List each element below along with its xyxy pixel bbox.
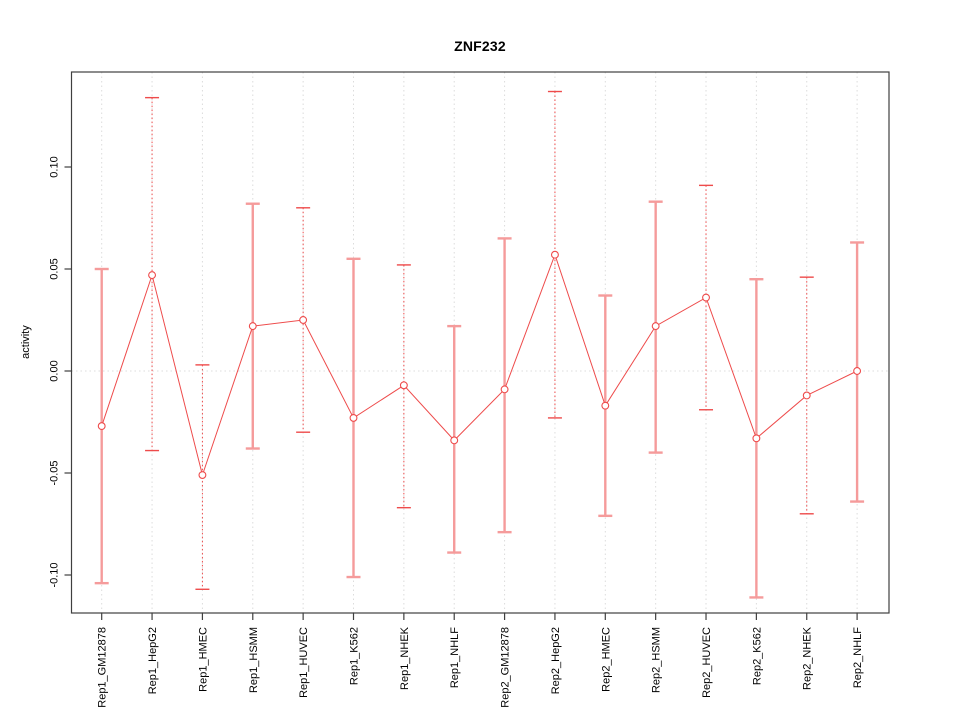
data-point-marker	[601, 401, 610, 410]
y-tick-label: 0.00	[49, 360, 61, 381]
x-tick-label: Rep2_HMEC	[600, 627, 612, 692]
x-tick-label: Rep1_HUVEC	[298, 627, 310, 698]
x-tick-label: Rep2_NHLF	[852, 627, 864, 688]
x-tick-label: Rep2_HUVEC	[701, 627, 713, 698]
x-tick-label: Rep2_HepG2	[550, 627, 562, 694]
data-point-marker	[299, 316, 308, 324]
series-line	[101, 253, 858, 477]
y-tick-label: 0.05	[49, 258, 61, 279]
x-tick-label: Rep1_GM12878	[97, 627, 109, 708]
data-point-marker	[97, 422, 106, 431]
data-point-marker	[853, 367, 862, 375]
data-point-marker	[702, 293, 710, 302]
data-point-marker	[802, 391, 811, 400]
x-tick-label: Rep1_K562	[349, 627, 361, 685]
data-point-marker	[500, 385, 509, 394]
x-tick-label: Rep2_K562	[751, 627, 763, 685]
data-point-marker	[248, 322, 257, 331]
data-point-marker	[752, 434, 761, 443]
x-tick-label: Rep1_HSMM	[248, 627, 260, 693]
x-tick-label: Rep2_GM12878	[500, 627, 512, 708]
y-tick-label: 0.10	[49, 156, 61, 177]
data-point-marker	[349, 413, 358, 422]
plot-border	[70, 71, 890, 614]
x-tick-label: Rep1_HMEC	[197, 627, 209, 692]
x-tick-label: Rep1_NHLF	[449, 627, 461, 688]
data-point-marker	[651, 322, 660, 331]
data-point-marker	[399, 381, 408, 390]
data-point-marker	[198, 471, 207, 479]
x-tick-label: Rep2_HSMM	[651, 627, 663, 693]
x-tick-label: Rep1_NHEK	[399, 626, 411, 690]
x-tick-label: Rep1_HepG2	[147, 627, 159, 694]
data-point-marker	[450, 436, 459, 445]
chart-title: ZNF232	[454, 38, 506, 54]
data-point-marker	[550, 250, 559, 259]
data-point-marker	[148, 271, 157, 280]
x-tick-label: Rep2_NHEK	[802, 626, 814, 690]
y-tick-label: -0.05	[49, 460, 61, 485]
y-tick-label: -0.10	[49, 562, 61, 587]
